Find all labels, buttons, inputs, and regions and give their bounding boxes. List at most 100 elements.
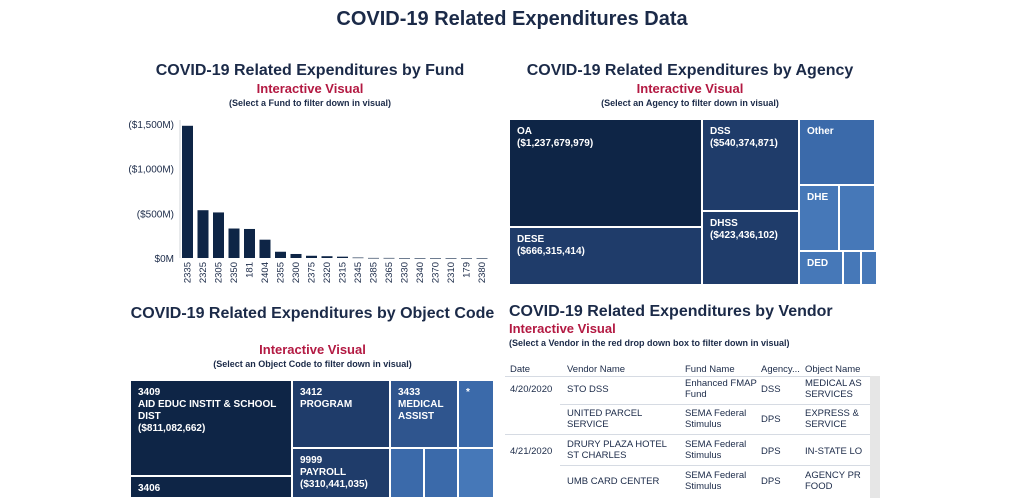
cell-object: MEDICAL AS SERVICES: [805, 378, 862, 400]
object-tile-3433[interactable]: 3433 MEDICAL ASSIST: [390, 380, 458, 448]
bar-2310[interactable]: [445, 258, 457, 259]
agency-tile-name: DHE: [807, 192, 829, 203]
x-tick-label: 2320: [322, 262, 333, 283]
bar-2335[interactable]: [182, 125, 193, 258]
agency-tile-name: DHSS: [710, 218, 738, 229]
x-tick-label: 2370: [431, 262, 442, 283]
object-tile-3409[interactable]: 3409 AID EDUC INSTIT & SCHOOL DIST ($811…: [130, 380, 292, 476]
agency-tile-small[interactable]: [839, 185, 875, 251]
agency-tile-oa[interactable]: OA ($1,237,679,979): [509, 119, 702, 227]
bar-2350[interactable]: [228, 228, 240, 258]
x-tick-label: 2350: [229, 262, 240, 283]
agency-panel-title: COVID-19 Related Expenditures by Agency: [526, 62, 854, 79]
column-header-fund[interactable]: Fund Name: [685, 364, 735, 375]
vendor-table-scrollbar[interactable]: [870, 376, 880, 498]
bar-2305[interactable]: [213, 212, 224, 258]
x-tick-label: 2385: [369, 262, 380, 283]
header-divider: [505, 376, 870, 377]
object-tile-3412[interactable]: 3412 PROGRAM: [292, 380, 390, 448]
vendor-interactive-label: Interactive Visual: [509, 321, 616, 336]
x-tick-label: 2330: [400, 262, 411, 283]
bar-2365[interactable]: [383, 257, 395, 259]
object-tile-small[interactable]: [390, 448, 424, 498]
vendor-table: Date Vendor Name Fund Name Agency... Obj…: [505, 356, 880, 498]
object-tile-name: MEDICAL ASSIST: [398, 399, 444, 422]
x-tick-label: 2315: [338, 262, 349, 283]
object-tile-other[interactable]: *: [458, 380, 494, 448]
object-tile-code: 3406: [138, 483, 161, 494]
x-tick-label: 2355: [276, 262, 287, 283]
cell-fund: SEMA Federal Stimulus: [685, 439, 747, 461]
y-tick-label: $0M: [155, 254, 174, 265]
bar-2330[interactable]: [399, 258, 410, 259]
cell-object: EXPRESS & SERVICE: [805, 408, 859, 430]
vendor-panel-title: COVID-19 Related Expenditures by Vendor: [509, 303, 833, 320]
row-divider: [560, 404, 870, 405]
x-tick-label: 2335: [183, 262, 194, 283]
cell-agency: DPS: [761, 446, 781, 457]
bar-2375[interactable]: [306, 255, 317, 258]
agency-tile-amount: ($1,237,679,979): [517, 138, 594, 149]
object-panel-title: COVID-19 Related Expenditures by Object …: [130, 305, 495, 322]
y-tick-label: ($1,500M): [128, 120, 174, 131]
fund-interactive-label: Interactive Visual: [256, 81, 364, 96]
cell-vendor: STO DSS: [567, 384, 609, 395]
x-tick-label: 2345: [353, 262, 364, 283]
bar-2325[interactable]: [197, 210, 209, 258]
bar-2320[interactable]: [321, 256, 333, 258]
agency-tile-amount: ($423,436,102): [710, 230, 778, 241]
agency-tile-small[interactable]: [861, 251, 877, 285]
agency-hint: (Select an Agency to filter down in visu…: [601, 98, 779, 108]
cell-fund: SEMA Federal Stimulus: [685, 470, 747, 492]
x-tick-label: 179: [462, 262, 473, 278]
x-tick-label: 2375: [307, 262, 318, 283]
agency-tile-dhe[interactable]: DHE: [799, 185, 839, 251]
x-tick-label: 2340: [415, 262, 426, 283]
object-tile-small[interactable]: [458, 448, 494, 498]
column-header-agency[interactable]: Agency...: [761, 364, 800, 375]
bar-2404[interactable]: [259, 239, 271, 258]
bar-2370[interactable]: [430, 258, 441, 259]
x-tick-label: 2310: [446, 262, 457, 283]
agency-tile-name: Other: [807, 126, 834, 137]
agency-tile-other[interactable]: Other: [799, 119, 875, 185]
cell-fund: Enhanced FMAP Fund: [685, 378, 757, 400]
bar-179[interactable]: [461, 258, 472, 259]
bar-2315[interactable]: [337, 256, 348, 258]
bar-2345[interactable]: [352, 257, 364, 259]
object-tile-3406[interactable]: 3406: [130, 476, 292, 498]
row-divider: [505, 434, 870, 435]
cell-fund: SEMA Federal Stimulus: [685, 408, 747, 430]
bar-2340[interactable]: [414, 258, 426, 259]
cell-vendor: DRURY PLAZA HOTEL ST CHARLES: [567, 439, 667, 461]
object-tile-amount: ($310,441,035): [300, 479, 368, 490]
column-header-date[interactable]: Date: [510, 364, 531, 375]
x-tick-label: 181: [245, 262, 256, 278]
agency-tile-small[interactable]: [843, 251, 861, 285]
cell-agency: DPS: [761, 414, 781, 425]
object-tile-small[interactable]: [424, 448, 458, 498]
object-tile-9999[interactable]: 9999 PAYROLL ($310,441,035): [292, 448, 390, 498]
bar-2385[interactable]: [368, 257, 379, 259]
cell-vendor: UNITED PARCEL SERVICE: [567, 408, 642, 430]
fund-bar-chart[interactable]: $0M ($500M) ($1,000M) ($1,500M) 2335 2325 2305…: [110, 110, 505, 290]
bar-2300[interactable]: [290, 253, 302, 258]
bar-2380[interactable]: [476, 258, 488, 259]
bar-181[interactable]: [244, 228, 255, 258]
cell-vendor: UMB CARD CENTER: [567, 476, 660, 487]
agency-tile-dhss[interactable]: DHSS ($423,436,102): [702, 211, 799, 285]
agency-tile-name: OA: [517, 126, 532, 137]
object-interactive-label: Interactive Visual: [259, 342, 366, 357]
agency-tile-name: DESE: [517, 234, 545, 245]
agency-tile-dss[interactable]: DSS ($540,374,871): [702, 119, 799, 211]
agency-tile-dese[interactable]: DESE ($666,315,414): [509, 227, 702, 285]
bar-2355[interactable]: [275, 251, 286, 258]
agency-treemap: OA ($1,237,679,979) DSS ($540,374,871) O…: [509, 119, 877, 285]
column-header-vendor[interactable]: Vendor Name: [567, 364, 626, 375]
cell-date: 4/21/2020: [510, 446, 553, 457]
cell-object: IN-STATE LO: [805, 446, 863, 457]
column-header-object[interactable]: Object Name: [805, 364, 861, 375]
agency-tile-ded[interactable]: DED: [799, 251, 843, 285]
vendor-hint: (Select a Vendor in the red drop down bo…: [509, 338, 790, 348]
object-tile-code: 3412: [300, 387, 323, 398]
